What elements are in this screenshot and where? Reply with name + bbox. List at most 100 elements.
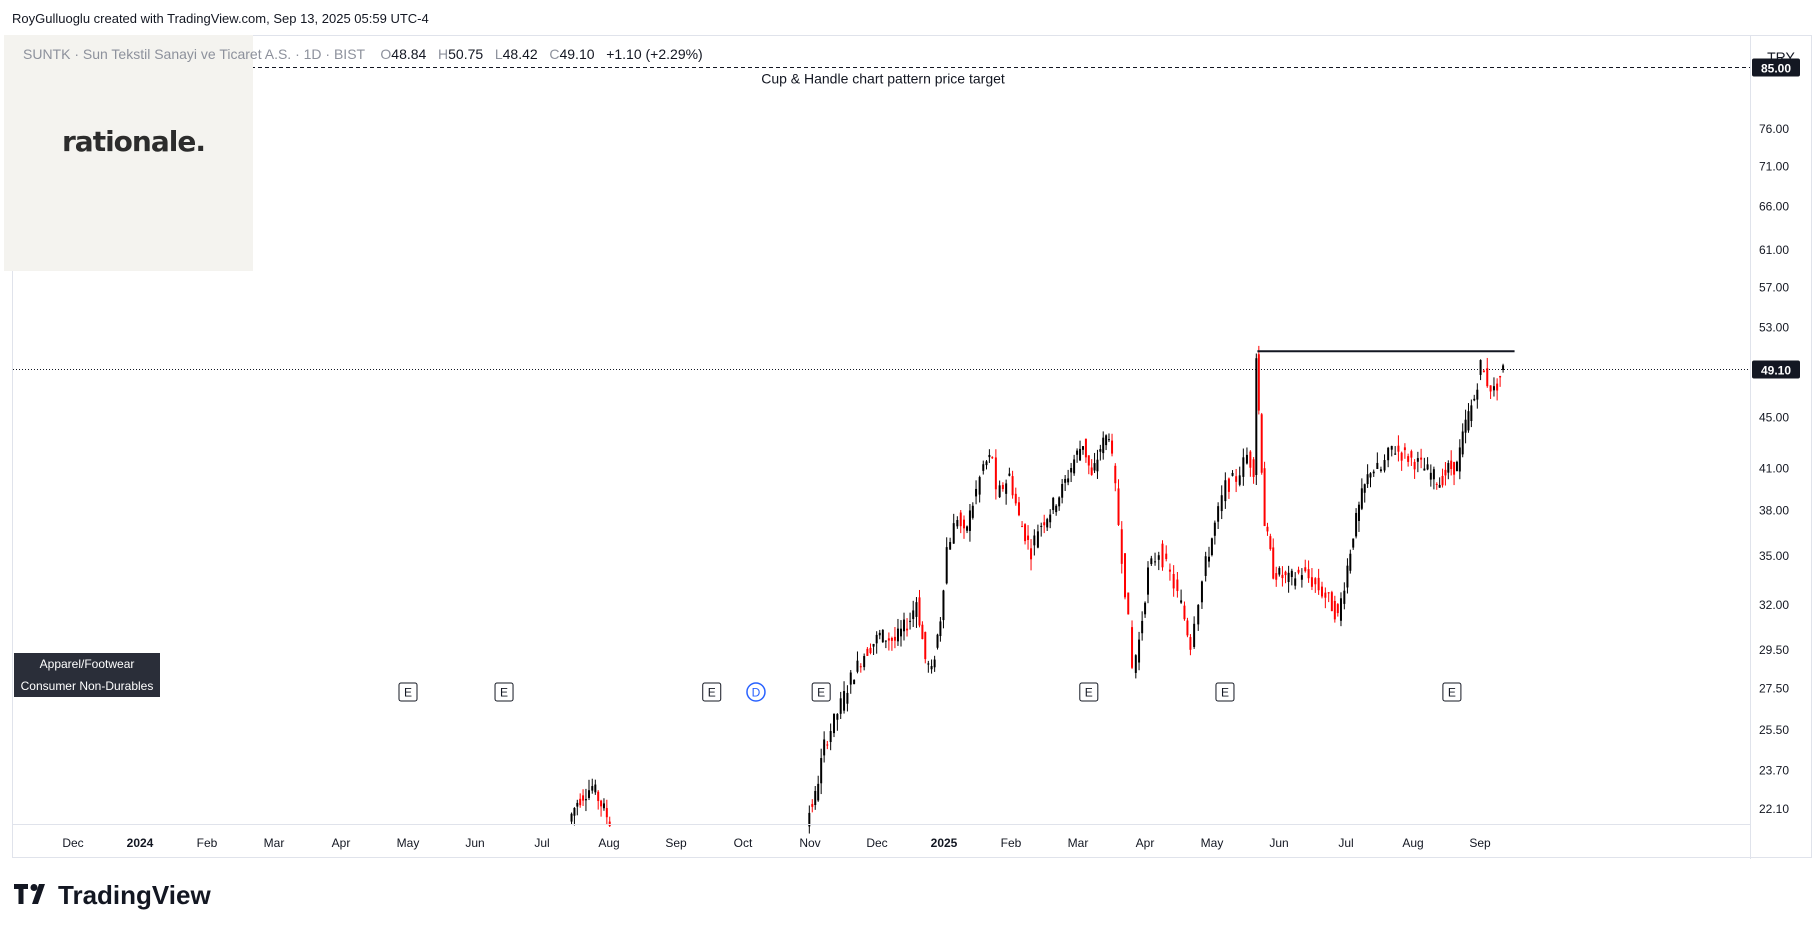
candle-body — [1231, 472, 1234, 476]
symbol-name[interactable]: SUNTK · Sun Tekstil Sanayi ve Ticaret A.… — [23, 46, 365, 62]
candle — [1420, 448, 1423, 469]
candle-body — [1017, 502, 1020, 516]
tradingview-footer-logo[interactable]: TradingView — [14, 880, 211, 911]
candle-body — [1496, 383, 1499, 391]
earnings-marker[interactable]: E — [1079, 682, 1099, 702]
symbol-legend[interactable]: SUNTK · Sun Tekstil Sanayi ve Ticaret A.… — [23, 46, 703, 62]
candle — [1473, 394, 1476, 402]
candle — [982, 460, 985, 475]
candle — [608, 816, 611, 827]
candle-body — [584, 799, 587, 801]
candle-body — [1061, 484, 1064, 498]
high-label: H — [438, 46, 449, 62]
candle — [884, 640, 887, 649]
candle — [1154, 552, 1157, 566]
candle-body — [1141, 620, 1144, 634]
candle-body — [1176, 579, 1179, 592]
earnings-e-icon — [1442, 682, 1462, 702]
tag-sector[interactable]: Apparel/Footwear — [14, 653, 160, 675]
candle-body — [1278, 568, 1281, 575]
time-axis[interactable]: Dec 2024 Feb Mar Apr May Jun Jul Aug Sep Oct Nov Dec… — [13, 824, 1750, 859]
candle-body — [1052, 497, 1055, 511]
candle-body — [1238, 475, 1241, 485]
earnings-marker[interactable]: E — [1442, 682, 1462, 702]
watermark-logo-panel: rationale. — [4, 35, 253, 271]
candle-body — [1105, 435, 1108, 446]
x-tick-label: Apr — [1136, 836, 1155, 850]
candle — [1144, 601, 1147, 618]
candle-body — [1387, 447, 1390, 461]
x-tick-label: Feb — [1001, 836, 1022, 850]
candle-body — [1492, 386, 1495, 391]
candle — [1447, 460, 1450, 480]
candle — [1304, 559, 1307, 573]
candle-body — [1204, 556, 1207, 576]
candle-body — [921, 624, 924, 640]
candle — [576, 799, 579, 816]
price-chart-svg[interactable]: Cup & Handle chart pattern price target E… — [13, 36, 1750, 834]
earnings-marker[interactable]: E — [1215, 682, 1235, 702]
candle-body — [573, 807, 576, 816]
chart-frame[interactable]: SUNTK · Sun Tekstil Sanayi ve Ticaret A.… — [12, 35, 1813, 859]
candle — [1030, 539, 1033, 571]
candle — [1284, 570, 1287, 584]
tradingview-logo-icon — [14, 880, 50, 911]
candle — [985, 460, 988, 470]
candle-body — [978, 477, 981, 495]
earnings-label: E — [1448, 686, 1456, 700]
candle-body — [939, 621, 942, 637]
candle-body — [1033, 535, 1036, 546]
candle-body — [1124, 553, 1127, 598]
y-tick-label: 32.00 — [1759, 598, 1789, 612]
candle — [1432, 466, 1435, 490]
candle-body — [605, 808, 608, 818]
change-value: +1.10 (+2.29%) — [606, 46, 703, 62]
candle-body — [1413, 461, 1416, 470]
candle — [956, 516, 959, 529]
candle — [1242, 448, 1245, 486]
candle — [811, 799, 814, 813]
price-axis[interactable]: TRY 22.10 23.70 25.50 27.50 29.50 32.00 35.00 3… — [1750, 36, 1813, 859]
price-axis-svg: 22.10 23.70 25.50 27.50 29.50 32.00 35.00 38.00… — [1752, 58, 1800, 816]
candle-body — [826, 744, 829, 746]
candle-body — [1189, 637, 1192, 650]
plot-area[interactable]: Cup & Handle chart pattern price target E… — [13, 36, 1750, 834]
candle — [1213, 520, 1216, 545]
candle — [1444, 461, 1447, 486]
candle — [1055, 504, 1058, 516]
earnings-marker[interactable]: E — [702, 682, 722, 702]
candle-body — [903, 619, 906, 632]
candle-body — [1394, 453, 1397, 455]
candle-body — [966, 526, 969, 531]
candle-body — [811, 803, 814, 807]
candle — [1238, 466, 1241, 487]
candle — [1172, 565, 1175, 597]
candle — [1067, 469, 1070, 486]
candle-body — [1183, 605, 1186, 620]
candle — [1105, 434, 1108, 451]
candle — [582, 789, 585, 806]
x-tick-label: Feb — [197, 836, 218, 850]
candle-body — [1327, 592, 1330, 594]
tag-industry[interactable]: Consumer Non-Durables — [14, 675, 160, 697]
y-tick-label: 22.10 — [1759, 802, 1789, 816]
earnings-marker[interactable]: E — [398, 682, 418, 702]
candle — [839, 691, 842, 720]
candle — [959, 510, 962, 534]
earnings-marker[interactable]: E — [494, 682, 514, 702]
candle-body — [1482, 370, 1485, 372]
candle-body — [994, 457, 997, 490]
candle — [823, 731, 826, 763]
candle-body — [608, 821, 611, 827]
dividend-marker[interactable]: D — [746, 682, 766, 702]
candle-body — [1363, 484, 1366, 493]
candle — [1180, 589, 1183, 604]
candle — [1450, 450, 1453, 476]
candle-body — [1275, 573, 1278, 580]
candle-body — [859, 666, 862, 668]
candle — [1394, 446, 1397, 455]
high-value: 50.75 — [448, 46, 484, 62]
y-tick-label: 35.00 — [1759, 549, 1789, 563]
earnings-marker[interactable]: E — [811, 682, 831, 702]
candle-body — [600, 800, 603, 807]
